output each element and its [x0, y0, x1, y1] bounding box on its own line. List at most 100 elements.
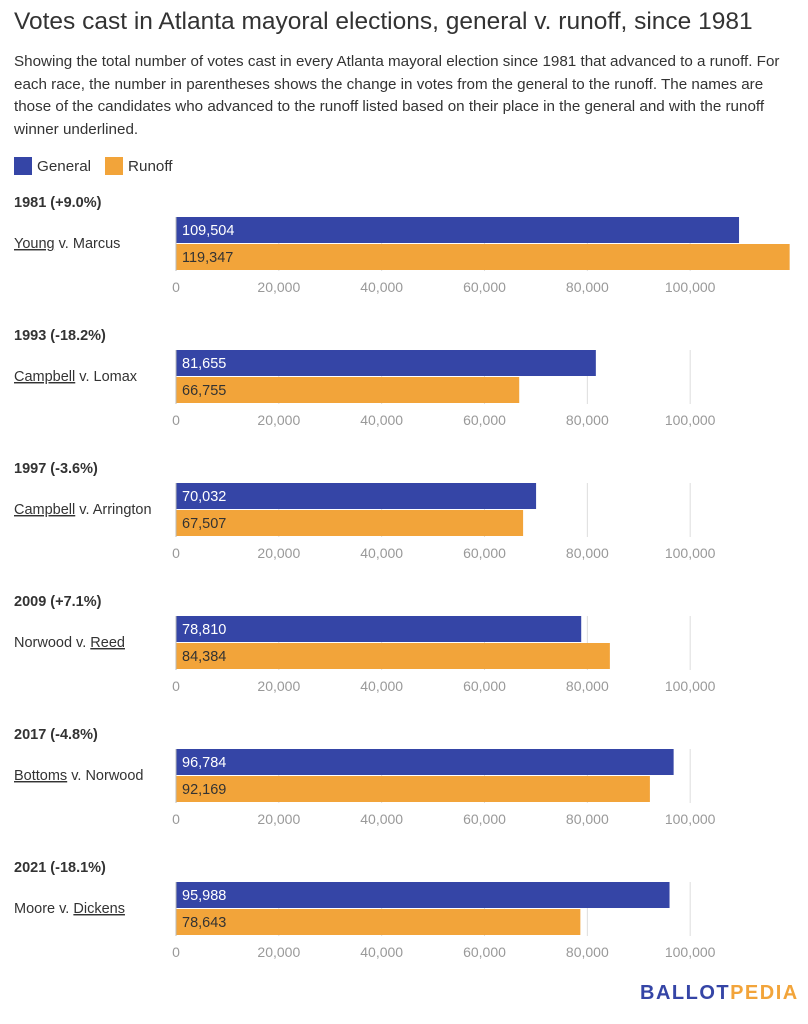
bar-general [176, 350, 596, 376]
value-label-general: 81,655 [182, 356, 226, 372]
tick-label: 60,000 [463, 811, 506, 827]
legend-swatch-general [14, 157, 32, 175]
tick-label: 40,000 [360, 678, 403, 694]
tick-label: 100,000 [665, 545, 716, 561]
tick-label: 100,000 [665, 678, 716, 694]
tick-label: 20,000 [257, 412, 300, 428]
panel-2: 1997 (-3.6%) Campbell v. Arrington 70,032 6… [14, 461, 716, 561]
chart-title: Votes cast in Atlanta mayoral elections,… [14, 8, 753, 35]
candidate-name: Marcus [73, 236, 121, 252]
tick-label: 60,000 [463, 678, 506, 694]
candidate-name: v. [55, 901, 73, 917]
candidate-name: v. [67, 768, 85, 784]
value-label-runoff: 67,507 [182, 516, 226, 532]
panel-0: 1981 (+9.0%) Young v. Marcus 109,504 119,34… [14, 195, 790, 295]
chart-area: 1981 (+9.0%) Young v. Marcus 109,504 119,34… [14, 195, 790, 960]
tick-label: 0 [172, 678, 180, 694]
legend-label-general: General [37, 157, 92, 175]
candidate-name: Norwood [85, 768, 143, 784]
bar-runoff [176, 377, 520, 403]
panel-header: 2017 (-4.8%) [14, 727, 98, 743]
tick-label: 60,000 [463, 944, 506, 960]
legend-item-general: General [14, 157, 91, 175]
tick-label: 20,000 [257, 944, 300, 960]
candidate-name: v. [75, 369, 93, 385]
bar-runoff [176, 776, 650, 802]
bar-general [176, 217, 740, 243]
candidate-winner: Dickens [73, 901, 125, 917]
value-label-runoff: 78,643 [182, 915, 226, 931]
logo-part-ballot: BALLOT [640, 982, 731, 1004]
candidate-name: v. [75, 502, 92, 518]
candidate-name: Norwood [14, 635, 72, 651]
value-label-runoff: 92,169 [182, 782, 226, 798]
tick-label: 40,000 [360, 545, 403, 561]
tick-label: 0 [172, 279, 180, 295]
tick-label: 0 [172, 412, 180, 428]
candidate-winner: Campbell [14, 502, 75, 518]
panel-3: 2009 (+7.1%) Norwood v. Reed 78,810 84,3840… [14, 594, 716, 694]
candidate-name: Moore [14, 901, 55, 917]
value-label-general: 95,988 [182, 888, 226, 904]
panel-1: 1993 (-18.2%) Campbell v. Lomax 81,655 66,7… [14, 328, 716, 428]
candidate-name: Arrington [93, 502, 152, 518]
tick-label: 40,000 [360, 412, 403, 428]
bar-runoff [176, 643, 610, 669]
candidates-label: Bottoms v. Norwood [14, 768, 143, 784]
panel-header: 1997 (-3.6%) [14, 461, 98, 477]
tick-label: 80,000 [566, 545, 609, 561]
tick-label: 60,000 [463, 279, 506, 295]
tick-label: 100,000 [665, 811, 716, 827]
ballotpedia-logo: BALLOT PEDIA [640, 982, 799, 1005]
logo-part-pedia: PEDIA [730, 982, 799, 1004]
tick-label: 100,000 [665, 412, 716, 428]
panel-header: 1981 (+9.0%) [14, 195, 102, 211]
panel-header: 2009 (+7.1%) [14, 594, 102, 610]
candidate-winner: Bottoms [14, 768, 67, 784]
value-label-runoff: 66,755 [182, 383, 226, 399]
tick-label: 0 [172, 811, 180, 827]
candidates-label: Norwood v. Reed [14, 635, 125, 651]
tick-label: 80,000 [566, 944, 609, 960]
tick-label: 100,000 [665, 279, 716, 295]
bar-runoff [176, 510, 524, 536]
candidates-label: Campbell v. Lomax [14, 369, 138, 385]
legend-item-runoff: Runoff [105, 157, 173, 175]
candidate-winner: Reed [90, 635, 125, 651]
value-label-general: 70,032 [182, 489, 226, 505]
legend-label-runoff: Runoff [128, 157, 173, 175]
value-label-general: 78,810 [182, 622, 226, 638]
tick-label: 80,000 [566, 412, 609, 428]
bar-general [176, 616, 582, 642]
bar-general [176, 749, 674, 775]
panel-header: 2021 (-18.1%) [14, 860, 106, 876]
tick-label: 40,000 [360, 279, 403, 295]
tick-label: 40,000 [360, 944, 403, 960]
panel-header: 1993 (-18.2%) [14, 328, 106, 344]
bar-runoff [176, 244, 790, 270]
candidates-label: Moore v. Dickens [14, 901, 125, 917]
tick-label: 60,000 [463, 412, 506, 428]
candidate-name: v. [55, 236, 73, 252]
tick-label: 100,000 [665, 944, 716, 960]
bar-general [176, 882, 670, 908]
tick-label: 40,000 [360, 811, 403, 827]
candidate-name: Lomax [94, 369, 138, 385]
candidate-name: v. [72, 635, 90, 651]
tick-label: 80,000 [566, 678, 609, 694]
value-label-general: 109,504 [182, 223, 234, 239]
candidate-winner: Young [14, 236, 55, 252]
panel-5: 2021 (-18.1%) Moore v. Dickens 95,988 78,64… [14, 860, 716, 960]
tick-label: 20,000 [257, 811, 300, 827]
legend-swatch-runoff [105, 157, 124, 175]
legend: General Runoff [14, 156, 187, 176]
tick-label: 60,000 [463, 545, 506, 561]
candidates-label: Campbell v. Arrington [14, 502, 152, 518]
tick-label: 80,000 [566, 279, 609, 295]
value-label-runoff: 84,384 [182, 649, 226, 665]
panel-4: 2017 (-4.8%) Bottoms v. Norwood 96,784 92,1… [14, 727, 716, 827]
bar-general [176, 483, 537, 509]
tick-label: 20,000 [257, 279, 300, 295]
tick-label: 20,000 [257, 678, 300, 694]
candidate-winner: Campbell [14, 369, 75, 385]
